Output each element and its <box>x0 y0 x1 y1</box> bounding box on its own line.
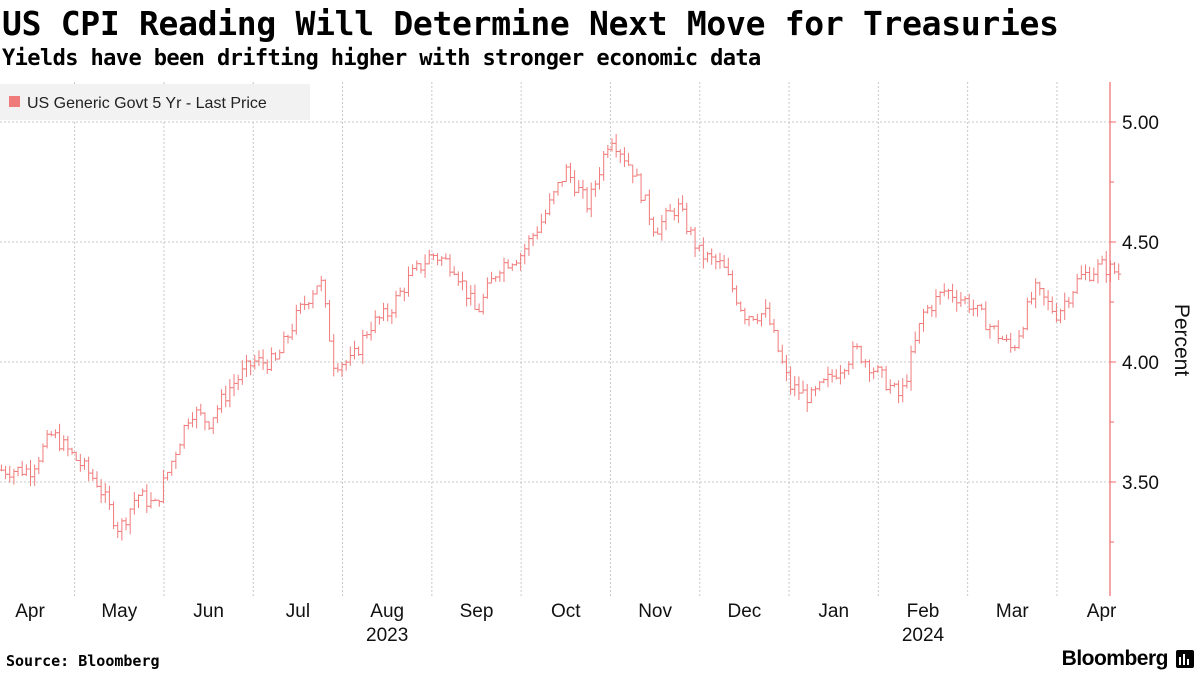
brand-logo-text: Bloomberg <box>1061 647 1169 670</box>
bloomberg-chart-icon <box>1176 650 1194 668</box>
grid-layer <box>0 82 1110 596</box>
x-tick-label: Mar <box>996 601 1029 622</box>
x-tick-label: Sep <box>460 601 494 622</box>
series-layer <box>0 133 1122 541</box>
x-tick-label: Dec <box>728 601 762 622</box>
y-tick-label: 3.50 <box>1122 473 1159 494</box>
y-tick-label: 4.50 <box>1122 233 1159 254</box>
legend-background <box>0 84 310 120</box>
x-tick-label: Nov <box>638 601 672 622</box>
x-tick-label: Jun <box>193 601 224 622</box>
y-tick-label: 4.00 <box>1122 353 1159 374</box>
y-tick-label: 5.00 <box>1122 113 1159 134</box>
axis-layer: 3.50 4.00 4.50 5.00 Percent Apr May Jun Jul Aug Se… <box>15 82 1193 646</box>
x-tick-label: Aug <box>370 601 404 622</box>
x-year-label: 2023 <box>366 625 408 646</box>
chart-title: US CPI Reading Will Determine Next Move … <box>2 4 1059 43</box>
x-tick-label: Apr <box>15 601 45 622</box>
x-tick-label: May <box>101 601 137 622</box>
x-tick-label: Oct <box>551 601 581 622</box>
chart-subtitle: Yields have been drifting higher with st… <box>2 46 761 71</box>
x-tick-label: Apr <box>1087 601 1117 622</box>
legend: US Generic Govt 5 Yr - Last Price <box>0 84 310 120</box>
y-axis-title: Percent <box>1170 304 1193 377</box>
x-tick-label: Feb <box>907 601 940 622</box>
x-tick-label: Jan <box>818 601 849 622</box>
legend-swatch <box>9 96 20 107</box>
x-tick-label: Jul <box>286 601 310 622</box>
x-year-label: 2024 <box>902 625 945 646</box>
source-note: Source: Bloomberg <box>6 652 160 670</box>
legend-label: US Generic Govt 5 Yr - Last Price <box>27 95 267 112</box>
